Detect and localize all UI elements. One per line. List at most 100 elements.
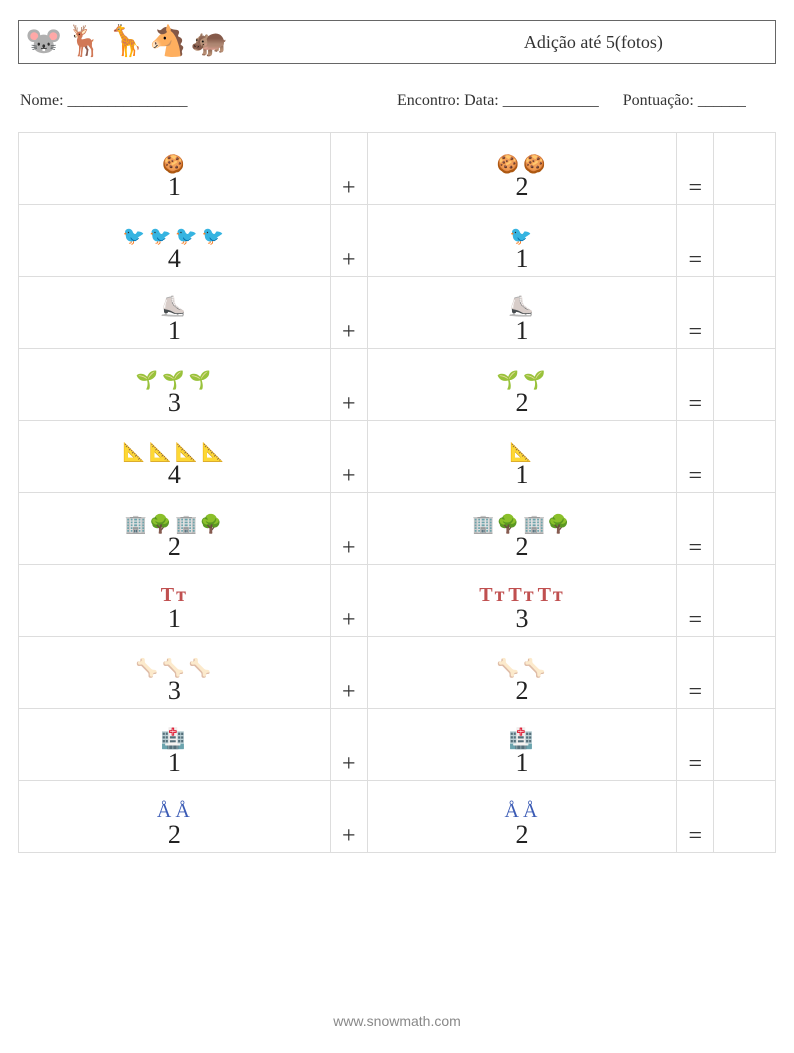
operand-a-number: 2	[19, 533, 330, 562]
operand-b-number: 1	[368, 245, 677, 274]
operand-a-number: 2	[19, 821, 330, 850]
animal-icon: 🐭	[25, 27, 62, 57]
icon-row: Tᴛ	[19, 581, 330, 605]
equals: =	[677, 421, 714, 493]
count-icon: Å	[505, 801, 521, 821]
icon-row: 🐦🐦🐦🐦	[19, 221, 330, 245]
count-icon: 🦴	[497, 659, 521, 677]
count-icon: Tᴛ	[508, 585, 535, 605]
operand-a: 🦴🦴🦴3	[19, 637, 331, 709]
count-icon: ⛸️	[161, 297, 188, 317]
icon-row: 🌱🌱	[368, 365, 677, 389]
icon-row: ⛸️	[19, 293, 330, 317]
operand-a-number: 3	[19, 389, 330, 418]
icon-row: 🍪🍪	[368, 149, 677, 173]
header-animals: 🐭🦌🦒🐴🦛	[25, 27, 228, 57]
icon-row: ÅÅ	[19, 797, 330, 821]
problem-row: ÅÅ2+ÅÅ2=	[19, 781, 776, 853]
count-icon: 📐	[123, 443, 147, 461]
count-icon: 🏢🌳	[175, 515, 224, 533]
operator: +	[330, 709, 367, 781]
operand-b-number: 2	[368, 677, 677, 706]
date-field: Encontro: Data: ____________	[397, 92, 599, 110]
problems-table: 🍪1+🍪🍪2=🐦🐦🐦🐦4+🐦1=⛸️1+⛸️1=🌱🌱🌱3+🌱🌱2=📐📐📐📐4+📐…	[18, 132, 776, 853]
operand-b: 🦴🦴2	[367, 637, 677, 709]
answer-cell[interactable]	[714, 421, 776, 493]
count-icon: Å	[175, 801, 191, 821]
operand-a-number: 1	[19, 749, 330, 778]
icon-row: 📐	[368, 437, 677, 461]
count-icon: 🐦	[510, 227, 534, 245]
operator: +	[330, 421, 367, 493]
operand-b: TᴛTᴛTᴛ3	[367, 565, 677, 637]
operand-b-number: 1	[368, 749, 677, 778]
operator: +	[330, 205, 367, 277]
icon-row: 🏢🌳🏢🌳	[368, 509, 677, 533]
operand-a-number: 1	[19, 605, 330, 634]
operator: +	[330, 349, 367, 421]
count-icon: 📐	[149, 443, 173, 461]
answer-cell[interactable]	[714, 349, 776, 421]
meta-row: Nome: _______________ Encontro: Data: __…	[18, 92, 776, 110]
equals: =	[677, 637, 714, 709]
problem-row: 🌱🌱🌱3+🌱🌱2=	[19, 349, 776, 421]
operand-a: 🏢🌳🏢🌳2	[19, 493, 331, 565]
count-icon: 🌱	[523, 371, 547, 389]
icon-row: 🦴🦴🦴	[19, 653, 330, 677]
operand-a: 🍪1	[19, 133, 331, 205]
count-icon: 📐	[175, 443, 199, 461]
answer-cell[interactable]	[714, 781, 776, 853]
answer-cell[interactable]	[714, 205, 776, 277]
operand-a: Tᴛ1	[19, 565, 331, 637]
animal-icon: 🐴	[149, 27, 186, 57]
count-icon: 🌱	[162, 371, 186, 389]
operator: +	[330, 637, 367, 709]
operand-b-number: 1	[368, 461, 677, 490]
count-icon: 🏢🌳	[523, 515, 572, 533]
count-icon: 🦴	[136, 659, 160, 677]
operand-b-number: 2	[368, 821, 677, 850]
answer-cell[interactable]	[714, 277, 776, 349]
worksheet-title: Adição até 5(fotos)	[228, 32, 769, 53]
operand-b-number: 2	[368, 389, 677, 418]
operand-b: 🌱🌱2	[367, 349, 677, 421]
equals: =	[677, 565, 714, 637]
operand-a-number: 1	[19, 317, 330, 346]
operator: +	[330, 277, 367, 349]
problem-row: 🍪1+🍪🍪2=	[19, 133, 776, 205]
answer-cell[interactable]	[714, 637, 776, 709]
count-icon: 🐦	[149, 227, 173, 245]
count-icon: Å	[523, 801, 539, 821]
problem-row: 🏥1+🏥1=	[19, 709, 776, 781]
equals: =	[677, 277, 714, 349]
icon-row: TᴛTᴛTᴛ	[368, 581, 677, 605]
operand-a: 🐦🐦🐦🐦4	[19, 205, 331, 277]
equals: =	[677, 205, 714, 277]
operand-b-number: 2	[368, 533, 677, 562]
answer-cell[interactable]	[714, 565, 776, 637]
operand-b-number: 1	[368, 317, 677, 346]
count-icon: Tᴛ	[538, 585, 565, 605]
count-icon: Å	[157, 801, 173, 821]
answer-cell[interactable]	[714, 709, 776, 781]
count-icon: 🌱	[497, 371, 521, 389]
problem-row: 🐦🐦🐦🐦4+🐦1=	[19, 205, 776, 277]
answer-cell[interactable]	[714, 493, 776, 565]
count-icon: 🌱	[189, 371, 213, 389]
count-icon: 🦴	[523, 659, 547, 677]
count-icon: 🏥	[509, 729, 536, 749]
operand-a-number: 1	[19, 173, 330, 202]
equals: =	[677, 133, 714, 205]
count-icon: 📐	[510, 443, 534, 461]
icon-row: 🏥	[19, 725, 330, 749]
operand-b: 📐1	[367, 421, 677, 493]
answer-cell[interactable]	[714, 133, 776, 205]
operand-a: ÅÅ2	[19, 781, 331, 853]
equals: =	[677, 709, 714, 781]
animal-icon: 🦒	[108, 27, 145, 57]
operand-b-number: 3	[368, 605, 677, 634]
problem-row: 🏢🌳🏢🌳2+🏢🌳🏢🌳2=	[19, 493, 776, 565]
icon-row: ⛸️	[368, 293, 677, 317]
operand-a-number: 3	[19, 677, 330, 706]
footer-url: www.snowmath.com	[0, 1013, 794, 1029]
